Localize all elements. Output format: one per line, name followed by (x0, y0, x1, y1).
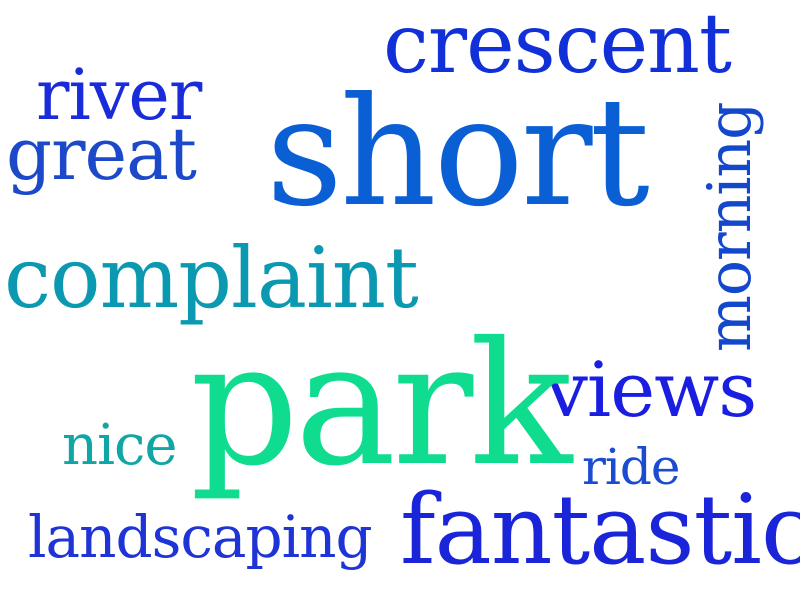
word-landscaping: landscaping (28, 503, 373, 571)
word-short: short (266, 66, 650, 240)
word-park: park (190, 306, 572, 504)
word-ride: ride (582, 438, 680, 496)
word-crescent: crescent (383, 0, 732, 92)
word-complaint: complaint (4, 229, 419, 327)
word-morning: morning (695, 102, 765, 352)
word-fantastic: fantastic (400, 474, 800, 586)
word-river: river (36, 54, 202, 136)
word-great: great (6, 112, 197, 196)
word-views: views (545, 345, 757, 434)
word-nice: nice (62, 413, 177, 478)
